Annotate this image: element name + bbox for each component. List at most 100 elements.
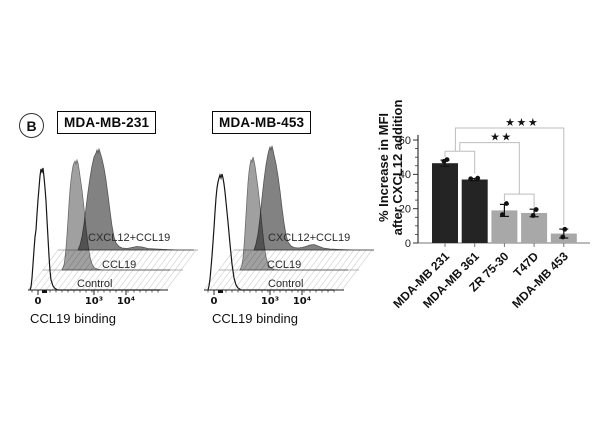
hatch-line <box>153 269 170 291</box>
hatch-line <box>168 249 185 271</box>
hatch-line <box>159 269 176 291</box>
series-label-control: Control <box>77 278 112 290</box>
ccl19-curve <box>239 156 348 271</box>
hatch-line <box>314 249 331 271</box>
hatch-line <box>329 269 346 291</box>
panel-letter-badge: B <box>19 113 44 138</box>
panel-letter: B <box>26 117 37 134</box>
hatch-line <box>317 269 334 291</box>
significance-bracket <box>503 193 535 208</box>
x-axis-minor-ticks <box>207 290 335 293</box>
control-curve <box>29 167 160 291</box>
plot-title-mda-mb-231: MDA-MB-231 <box>57 111 157 134</box>
hatch-line <box>150 249 167 271</box>
data-point <box>533 207 539 212</box>
bar-4 <box>521 212 548 243</box>
hatch-line <box>45 269 62 291</box>
data-point <box>475 175 481 181</box>
hatch-line <box>350 249 367 271</box>
y-tick-label: 40 <box>399 169 411 181</box>
hatch-line <box>278 249 295 271</box>
hatch-line <box>75 269 92 291</box>
control-curve <box>207 173 334 291</box>
hatch-line <box>63 269 80 291</box>
hatch-line <box>272 249 289 271</box>
hatch-line <box>335 269 352 291</box>
bar-1 <box>432 163 458 243</box>
hatch-line <box>257 269 274 291</box>
hatch-line <box>51 269 68 291</box>
y-tick-label: 20 <box>399 203 411 215</box>
hatch-line <box>227 269 244 291</box>
hatch-line <box>102 249 119 271</box>
hatch-line <box>209 269 226 291</box>
hatch-line <box>147 269 164 291</box>
hatch-line <box>224 249 241 271</box>
hatch-line <box>332 249 349 271</box>
x-axis-label: CCL19 binding <box>30 311 116 326</box>
hatch-line <box>174 249 191 271</box>
hatch-line <box>114 249 131 271</box>
significance-bracket <box>459 142 520 195</box>
significance-stars: ★★ <box>490 130 513 143</box>
hatch-line <box>57 269 74 291</box>
hatch-line <box>48 249 65 271</box>
data-point <box>468 176 474 182</box>
series-label-ccl19: CCL19 <box>267 259 301 271</box>
hatch-line <box>305 269 322 291</box>
series-label-cxcl12-ccl19: CXCL12+CCL19 <box>88 232 170 244</box>
hatch-line <box>245 269 262 291</box>
hatch-line <box>251 269 268 291</box>
series-label-cxcl12-ccl19: CXCL12+CCL19 <box>268 232 350 244</box>
hatch-line <box>111 269 128 291</box>
data-point <box>504 201 509 206</box>
hatch-line <box>269 269 286 291</box>
hatch-line <box>135 269 152 291</box>
series-label-ccl19: CCL19 <box>102 259 136 271</box>
hatch-line <box>156 249 173 271</box>
cxcl12-ccl19-curve <box>253 145 374 251</box>
hatch-line <box>129 269 146 291</box>
data-point <box>500 212 505 218</box>
hatch-line <box>239 269 256 291</box>
flow-histogram-mda-mb-453: CXCL12+CCL19 CCL19 Control 0 10³ 10⁴ CCL… <box>203 145 374 326</box>
data-point <box>562 226 568 232</box>
hatch-line <box>290 249 307 271</box>
data-point <box>530 213 536 218</box>
hatch-line <box>33 269 50 291</box>
hatch-line <box>69 269 86 291</box>
data-point <box>444 157 450 163</box>
hatch-line <box>221 269 238 291</box>
hatch-line <box>308 249 325 271</box>
plot-title-text: MDA-MB-453 <box>219 115 305 130</box>
hatch-line <box>326 249 343 271</box>
floor-hatch <box>27 269 182 291</box>
hatch-line <box>356 249 373 271</box>
hatch-line <box>299 269 316 291</box>
y-tick-label: 60 <box>399 135 411 147</box>
x-axis-label: CCL19 binding <box>212 311 298 326</box>
hatch-line <box>120 249 137 271</box>
x-tick-1e3: 10³ <box>261 296 279 307</box>
hatch-line <box>117 269 134 291</box>
hatch-line <box>81 269 98 291</box>
hatch-line <box>96 249 113 271</box>
hatch-line <box>263 269 280 291</box>
plot-title-text: MDA-MB-231 <box>64 115 150 130</box>
hatch-line <box>203 269 220 291</box>
hatch-line <box>293 269 310 291</box>
hatch-line <box>311 269 328 291</box>
hatch-line <box>302 249 319 271</box>
hatch-line <box>344 249 361 271</box>
data-point <box>560 234 566 240</box>
hatch-line <box>180 249 197 271</box>
hatch-line <box>42 249 59 271</box>
hatch-line <box>165 269 182 291</box>
hatch-line <box>141 269 158 291</box>
hatch-line <box>323 269 340 291</box>
gate-marker <box>218 290 223 293</box>
hatch-line <box>132 249 149 271</box>
hatch-line <box>287 269 304 291</box>
hatch-line <box>162 249 179 271</box>
